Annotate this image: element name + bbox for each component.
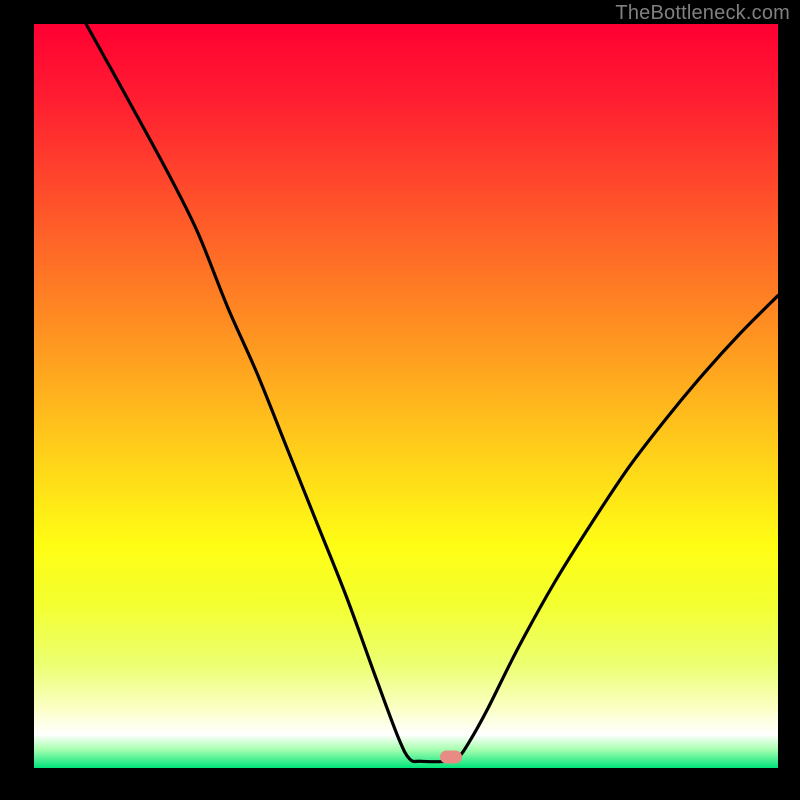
watermark-text: TheBottleneck.com bbox=[615, 2, 790, 25]
chart-stage: TheBottleneck.com bbox=[0, 0, 800, 800]
optimal-point-marker bbox=[440, 750, 462, 763]
bottleneck-curve bbox=[34, 24, 778, 768]
plot-frame bbox=[34, 24, 778, 768]
